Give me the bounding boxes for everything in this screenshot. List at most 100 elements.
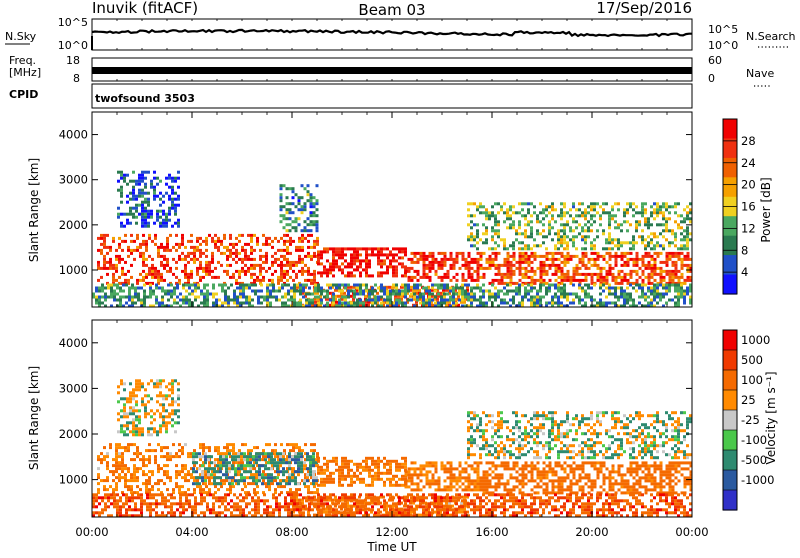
heatmap-cell [456,488,459,491]
heatmap-cell [545,235,548,238]
heatmap-cell [653,232,656,235]
heatmap-cell [380,296,383,299]
heatmap-cell [533,296,536,299]
heatmap-cell [119,296,122,299]
heatmap-cell [231,458,234,461]
heatmap-cell [127,485,130,488]
heatmap-cell [476,205,479,208]
heatmap-cell [151,485,154,488]
heatmap-cell [524,287,527,290]
heatmap-cell [480,276,483,279]
heatmap-cell [477,470,480,473]
heatmap-cell [220,252,223,255]
heatmap-cell [201,455,204,458]
heatmap-cell [187,252,190,255]
heatmap-cell [464,290,467,293]
heatmap-cell [474,279,477,282]
heatmap-cell [491,296,494,299]
heatmap-cell [408,467,411,470]
heatmap-cell [202,252,205,255]
heatmap-cell [473,214,476,217]
heatmap-cell [461,293,464,296]
heatmap-cell [636,258,639,261]
heatmap-cell [250,264,253,267]
cpid-panel: CPID twofsound 3503 [9,84,692,108]
heatmap-cell [681,261,684,264]
heatmap-cell [332,284,335,287]
heatmap-cell [371,481,374,484]
heatmap-cell [395,247,398,250]
heatmap-cell [386,265,389,268]
heatmap-cell [196,240,199,243]
heatmap-cell [300,455,303,458]
heatmap-cell [621,473,624,476]
heatmap-cell [153,198,156,201]
heatmap-cell [282,452,285,455]
heatmap-cell [211,237,214,240]
heatmap-cell [519,467,522,470]
heatmap-cell [422,302,425,305]
heatmap-cell [632,299,635,302]
heatmap-cell [525,476,528,479]
heatmap-cell [282,458,285,461]
heatmap-cell [193,449,196,452]
heatmap-cell [582,467,585,470]
heatmap-cell [584,247,587,250]
heatmap-cell [353,262,356,265]
heatmap-cell [212,284,215,287]
heatmap-cell [470,220,473,223]
heatmap-cell [518,284,521,287]
heatmap-cell [190,270,193,273]
heatmap-cell [563,287,566,290]
heatmap-cell [467,238,470,241]
heatmap-cell [356,293,359,296]
heatmap-cell [310,229,313,232]
heatmap-cell [656,214,659,217]
heatmap-cell [537,279,540,282]
heatmap-cell [148,488,151,491]
heatmap-cell [365,253,368,256]
heatmap-cell [659,211,662,214]
heatmap-cell [100,234,103,237]
heatmap-cell [159,198,162,201]
heatmap-cell [642,464,645,467]
heatmap-cell [536,299,539,302]
heatmap-cell [669,252,672,255]
heatmap-cell [417,485,420,488]
heatmap-cell [154,243,157,246]
heatmap-cell [536,244,539,247]
heatmap-cell [510,476,513,479]
heatmap-cell [660,273,663,276]
heatmap-cell [683,293,686,296]
heatmap-cell [533,238,536,241]
heatmap-cell [166,452,169,455]
heatmap-cell [636,488,639,491]
heatmap-cell [143,293,146,296]
heatmap-cell [635,229,638,232]
heatmap-cell [223,237,226,240]
heatmap-cell [530,220,533,223]
heatmap-cell [317,302,320,305]
heatmap-cell [462,252,465,255]
heatmap-cell [614,244,617,247]
heatmap-cell [512,220,515,223]
heatmap-cell [617,299,620,302]
heatmap-cell [495,485,498,488]
heatmap-cell [519,488,522,491]
heatmap-cell [467,299,470,302]
heatmap-cell [270,473,273,476]
heatmap-cell [627,467,630,470]
heatmap-cell [215,299,218,302]
heatmap-cell [313,211,316,214]
heatmap-cell [252,458,255,461]
heatmap-cell [133,452,136,455]
heatmap-cell [443,296,446,299]
heatmap-cell [188,302,191,305]
heatmap-cell [465,488,468,491]
heatmap-cell [335,262,338,265]
heatmap-cell [603,473,606,476]
heatmap-cell [171,192,174,195]
heatmap-cell [292,446,295,449]
heatmap-cell [548,284,551,287]
heatmap-cell [286,240,289,243]
